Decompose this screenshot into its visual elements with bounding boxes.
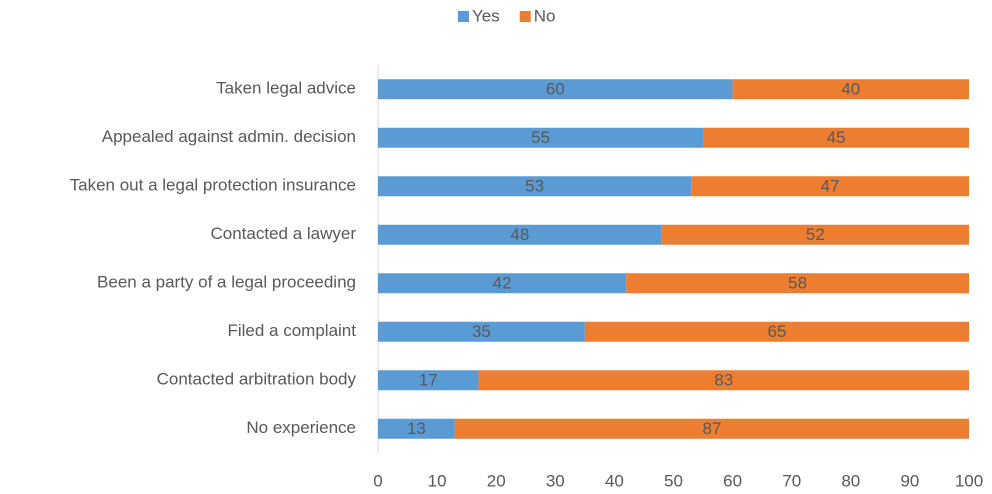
x-tick-label: 20	[487, 471, 506, 490]
legend-label: No	[534, 6, 556, 25]
bar-segment	[732, 79, 969, 100]
bar-segment	[378, 224, 662, 245]
x-tick-label: 60	[723, 471, 742, 490]
bar-segment	[378, 370, 479, 391]
x-tick-label: 10	[428, 471, 447, 490]
y-tick-label: Filed a complaint	[227, 321, 356, 340]
bar-segment	[378, 418, 455, 439]
y-tick-label: No experience	[246, 418, 356, 437]
x-tick-label: 100	[955, 471, 983, 490]
data-label: 87	[702, 419, 721, 438]
data-label: 52	[806, 225, 825, 244]
y-tick-label: Taken out a legal protection insurance	[70, 176, 356, 195]
x-tick-label: 70	[782, 471, 801, 490]
bar-segment	[378, 127, 704, 148]
bar-segment	[378, 176, 692, 197]
data-label: 48	[510, 225, 529, 244]
y-tick-label: Appealed against admin. decision	[102, 127, 356, 146]
data-label: 55	[531, 128, 550, 147]
bar-segment	[691, 176, 969, 197]
bar-segment	[584, 321, 969, 342]
x-tick-label: 50	[664, 471, 683, 490]
data-label: 42	[493, 274, 512, 293]
data-label: 60	[546, 80, 565, 99]
data-label: 45	[827, 128, 846, 147]
bar-segment	[454, 418, 970, 439]
y-tick-label: Contacted a lawyer	[210, 224, 356, 243]
bar-segment	[661, 224, 969, 245]
data-label: 17	[419, 371, 438, 390]
bar-segment	[378, 273, 627, 294]
data-label: 13	[407, 419, 426, 438]
legend-swatch	[519, 11, 531, 22]
data-label: 65	[767, 322, 786, 341]
legend-label: Yes	[472, 6, 500, 25]
data-label: 58	[788, 274, 807, 293]
y-tick-label: Been a party of a legal proceeding	[97, 273, 356, 292]
x-tick-label: 0	[373, 471, 382, 490]
legend-swatch	[458, 11, 469, 22]
data-label: 83	[714, 371, 733, 390]
bar-segment	[378, 321, 585, 342]
data-label: 40	[841, 80, 860, 99]
x-tick-label: 90	[900, 471, 919, 490]
data-label: 53	[525, 177, 544, 196]
bar-segment	[626, 273, 969, 294]
bar-segment	[378, 79, 733, 100]
x-tick-label: 80	[841, 471, 860, 490]
bar-segment	[703, 127, 969, 148]
x-tick-label: 30	[546, 471, 565, 490]
x-tick-label: 40	[605, 471, 624, 490]
data-label: 35	[472, 322, 491, 341]
y-tick-label: Contacted arbitration body	[157, 370, 357, 389]
data-label: 47	[821, 177, 840, 196]
y-tick-label: Taken legal advice	[216, 79, 356, 98]
bar-segment	[478, 370, 969, 391]
